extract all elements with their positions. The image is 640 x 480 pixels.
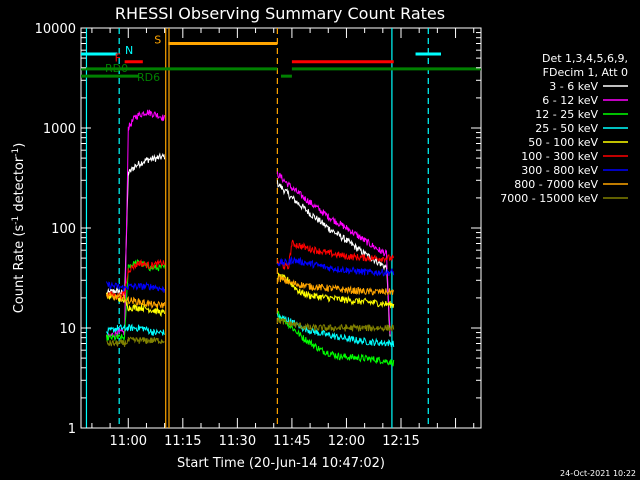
series-line <box>276 317 395 333</box>
x-tick-label: 11:15 <box>164 434 201 449</box>
legend-entry: 6 - 12 keV <box>542 94 598 107</box>
series-line <box>106 292 166 318</box>
y-tick-label: 100 <box>51 222 76 237</box>
x-tick-label: 11:00 <box>110 434 147 449</box>
flag-label: S <box>154 33 161 46</box>
flag-label: F <box>115 52 121 65</box>
generated-timestamp: 24-Oct-2021 10:22 <box>560 469 636 478</box>
series-line <box>106 281 166 293</box>
legend-header: FDecim 1, Att 0 <box>543 66 628 79</box>
y-tick-label: 1 <box>68 422 76 437</box>
event-markers <box>85 28 429 428</box>
series-line <box>276 180 391 337</box>
series-line <box>276 171 391 335</box>
x-axis: 11:00 11:15 11:30 11:45 12:00 12:15 <box>91 28 475 449</box>
x-axis-label: Start Time (20-Jun-14 10:47:02) <box>177 456 385 471</box>
series-line <box>276 255 395 277</box>
chart-title: RHESSI Observing Summary Count Rates <box>115 4 445 23</box>
y-tick-label: 1000 <box>43 122 76 137</box>
legend-entry: 800 - 7000 keV <box>514 178 598 191</box>
series-line <box>277 311 395 367</box>
legend-entry: 3 - 6 keV <box>549 80 598 93</box>
flag-label: RD0 <box>105 62 128 75</box>
series-line <box>106 291 166 309</box>
legend-entry: 50 - 100 keV <box>528 136 598 149</box>
legend: Det 1,3,4,5,6,9,FDecim 1, Att 03 - 6 keV… <box>500 52 628 205</box>
legend-header: Det 1,3,4,5,6,9, <box>542 52 628 65</box>
series-line <box>106 258 166 342</box>
flag-label: N <box>125 44 133 57</box>
y-axis-label: Count Rate (s-1 detector-1) <box>11 143 27 314</box>
legend-entry: 300 - 800 keV <box>521 164 598 177</box>
series-line <box>277 272 395 309</box>
legend-entry: 25 - 50 keV <box>535 122 598 135</box>
x-tick-label: 11:45 <box>273 434 310 449</box>
legend-entry: 12 - 25 keV <box>535 108 598 121</box>
series-line <box>106 323 166 336</box>
x-tick-label: 12:00 <box>328 434 365 449</box>
series-line <box>276 239 395 271</box>
legend-entry: 7000 - 15000 keV <box>500 192 598 205</box>
y-axis: 1 10 100 1000 10000 <box>35 22 481 437</box>
series-line <box>106 336 165 348</box>
series-line <box>106 152 166 299</box>
x-tick-label: 11:30 <box>219 434 256 449</box>
x-tick-label: 12:15 <box>382 434 419 449</box>
y-tick-label: 10 <box>59 322 76 337</box>
flag-label: RD6 <box>137 71 160 84</box>
y-tick-label: 10000 <box>35 22 76 37</box>
plot-frame <box>80 27 482 429</box>
series-line <box>276 313 395 347</box>
series-line <box>276 274 395 296</box>
legend-entry: 100 - 300 keV <box>521 150 598 163</box>
series-layer <box>106 109 395 367</box>
